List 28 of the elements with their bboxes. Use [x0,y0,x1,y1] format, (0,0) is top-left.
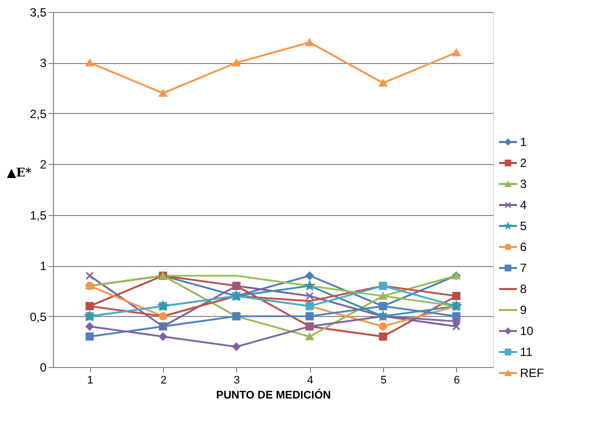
x-tick-label: 6 [454,374,460,386]
legend-label: 2 [520,156,527,170]
y-tick-label: 1,5 [30,208,47,222]
legend-label: 11 [520,345,533,359]
legend-label: REF [520,366,544,380]
legend-label: 9 [520,303,527,317]
y-tick-label: 2 [40,158,47,172]
legend-label: 7 [520,261,527,275]
legend-label: 6 [520,240,527,254]
x-tick-label: 2 [160,374,167,386]
x-tick-label: 1 [87,374,94,386]
x-tick-label: 3 [234,374,240,386]
y-tick-label: 1 [40,259,47,274]
y-tick-label: 2,5 [30,106,47,121]
y-tick-label: 3,5 [30,6,47,20]
legend-label: 1 [520,135,527,149]
y-axis-title: ▲E* [6,166,32,180]
y-tick-label: 0 [40,360,47,374]
legend-label: 5 [520,219,527,233]
x-tick-label: 4 [307,374,314,386]
x-axis-title: PUNTO DE MEDICIÓN [216,388,331,402]
legend-label: 8 [520,282,527,296]
legend-label: 4 [520,198,527,212]
y-tick-label: 3 [40,56,47,70]
legend-label: 10 [520,324,534,338]
y-tick-label: 0,5 [30,310,47,324]
legend-label: 3 [520,177,527,191]
x-tick-label: 5 [380,374,387,386]
